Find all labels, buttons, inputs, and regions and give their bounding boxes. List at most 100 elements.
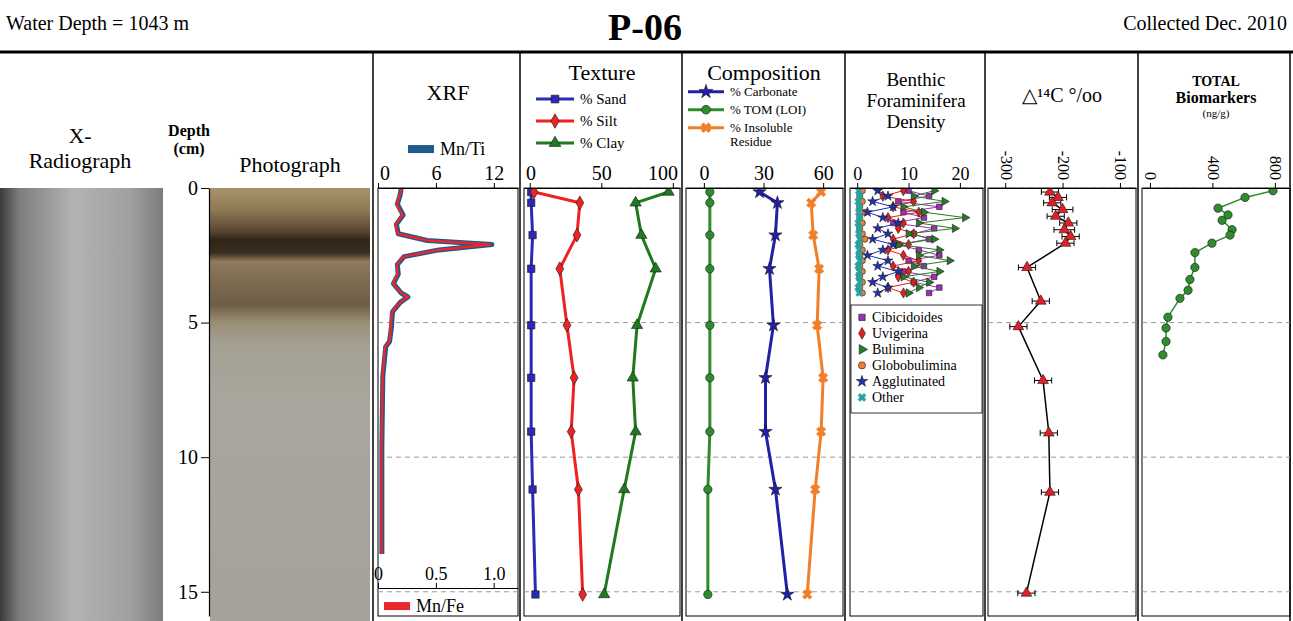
tick-label: 0 [699, 162, 709, 184]
error-bar-cap [1047, 213, 1048, 219]
tick-mark [201, 457, 209, 458]
series-line [604, 192, 668, 594]
marker [1269, 188, 1277, 195]
tick-label: 0 [853, 164, 862, 184]
x-axis: 03060 [687, 162, 844, 189]
plot-marks [527, 188, 674, 601]
legend-label: Bulimina [872, 342, 925, 357]
marker [753, 188, 766, 198]
panel-title-line: TOTAL [1192, 74, 1240, 89]
legend-entry: % Sand [536, 91, 627, 107]
marker [769, 482, 782, 495]
legend-label: Mn/Ti [440, 139, 485, 159]
marker [1059, 224, 1070, 233]
marker [1176, 294, 1184, 302]
marker [1241, 193, 1249, 201]
marker [932, 235, 939, 243]
tick-mark [378, 183, 379, 188]
legend: CibicidoidesUvigerinaBuliminaGlobobulimi… [851, 305, 982, 413]
grid-line [988, 591, 1136, 592]
series [800, 188, 830, 602]
tick-label: 12 [484, 162, 504, 184]
legend-label: % InsolubleResidue [730, 120, 793, 149]
marker [1038, 374, 1049, 383]
grid [378, 188, 518, 592]
legend-entry: Globobulimina [858, 358, 957, 373]
marker [1047, 197, 1058, 206]
marker [942, 197, 949, 205]
marker [1164, 313, 1172, 321]
error-bar-cap [1057, 430, 1058, 436]
plot-marks [1159, 188, 1277, 359]
marker [532, 591, 539, 598]
grid-line [988, 188, 1136, 189]
grid-line [850, 457, 983, 458]
legend-marker [859, 314, 865, 320]
x2-axis-line [379, 588, 519, 589]
marker [650, 262, 661, 272]
marker [878, 272, 888, 281]
marker [922, 208, 929, 216]
tick: 1.0 [483, 564, 506, 588]
tick: 6 [431, 162, 441, 188]
marker [599, 588, 610, 598]
marker [816, 371, 830, 385]
marker [781, 587, 794, 600]
series-line [807, 192, 823, 594]
marker [800, 587, 814, 601]
panel-title: X- [68, 123, 91, 148]
core-panel: X-RadiographPhotographDepth(cm)051015 [0, 122, 370, 621]
series-line [1018, 192, 1070, 593]
panel-separator [1137, 52, 1139, 621]
marker [810, 318, 824, 332]
grid [1142, 188, 1290, 592]
tick-label: 50 [592, 162, 612, 184]
marker [529, 231, 536, 238]
marker [932, 188, 939, 195]
marker [878, 212, 888, 221]
tick-mark [201, 323, 209, 324]
tick-label: 0 [1142, 172, 1159, 180]
water-depth: Water Depth = 1043 m [6, 12, 189, 35]
marker [763, 262, 776, 275]
grid-line [1142, 322, 1290, 323]
panel-title-line: (ng/g) [1203, 107, 1230, 120]
marker [814, 425, 828, 439]
plot-frame [524, 188, 680, 616]
marker [937, 285, 942, 290]
x-axis: 0612 [379, 162, 519, 189]
series-line [760, 192, 788, 594]
panel: 01020BenthicForaminiferaDensityCibicidoi… [850, 69, 984, 616]
tick: 0 [853, 164, 862, 188]
marker [1043, 427, 1054, 436]
marker [1208, 239, 1216, 247]
marker [947, 257, 954, 265]
legend-label: Uvigerina [872, 326, 929, 341]
error-bar-cap [1074, 240, 1075, 246]
grid [850, 188, 983, 592]
marker [570, 371, 578, 385]
marker [963, 213, 970, 221]
marker [1060, 237, 1071, 246]
error-bar-cap [1051, 377, 1052, 383]
error-bar-cap [1035, 264, 1036, 270]
tick-label: 100 [648, 162, 678, 184]
panel-separator [372, 52, 374, 621]
legend: % Sand% Silt% Clay [536, 91, 627, 151]
marker [812, 262, 826, 276]
grid-line [378, 457, 518, 458]
series [1159, 188, 1277, 359]
panel-title: Texture [569, 60, 636, 85]
legend-marker [856, 375, 867, 386]
marker [883, 256, 893, 265]
marker [896, 240, 903, 248]
tick-label: 6 [431, 162, 441, 184]
tick-label: 0 [188, 177, 198, 199]
panel-title: XRF [427, 80, 470, 105]
error-bar-cap [1027, 324, 1028, 330]
tick: 10 [900, 164, 918, 188]
marker [563, 318, 571, 332]
tick: 0 [699, 162, 709, 188]
tick-label: 1.0 [483, 564, 506, 584]
marker [863, 250, 873, 259]
